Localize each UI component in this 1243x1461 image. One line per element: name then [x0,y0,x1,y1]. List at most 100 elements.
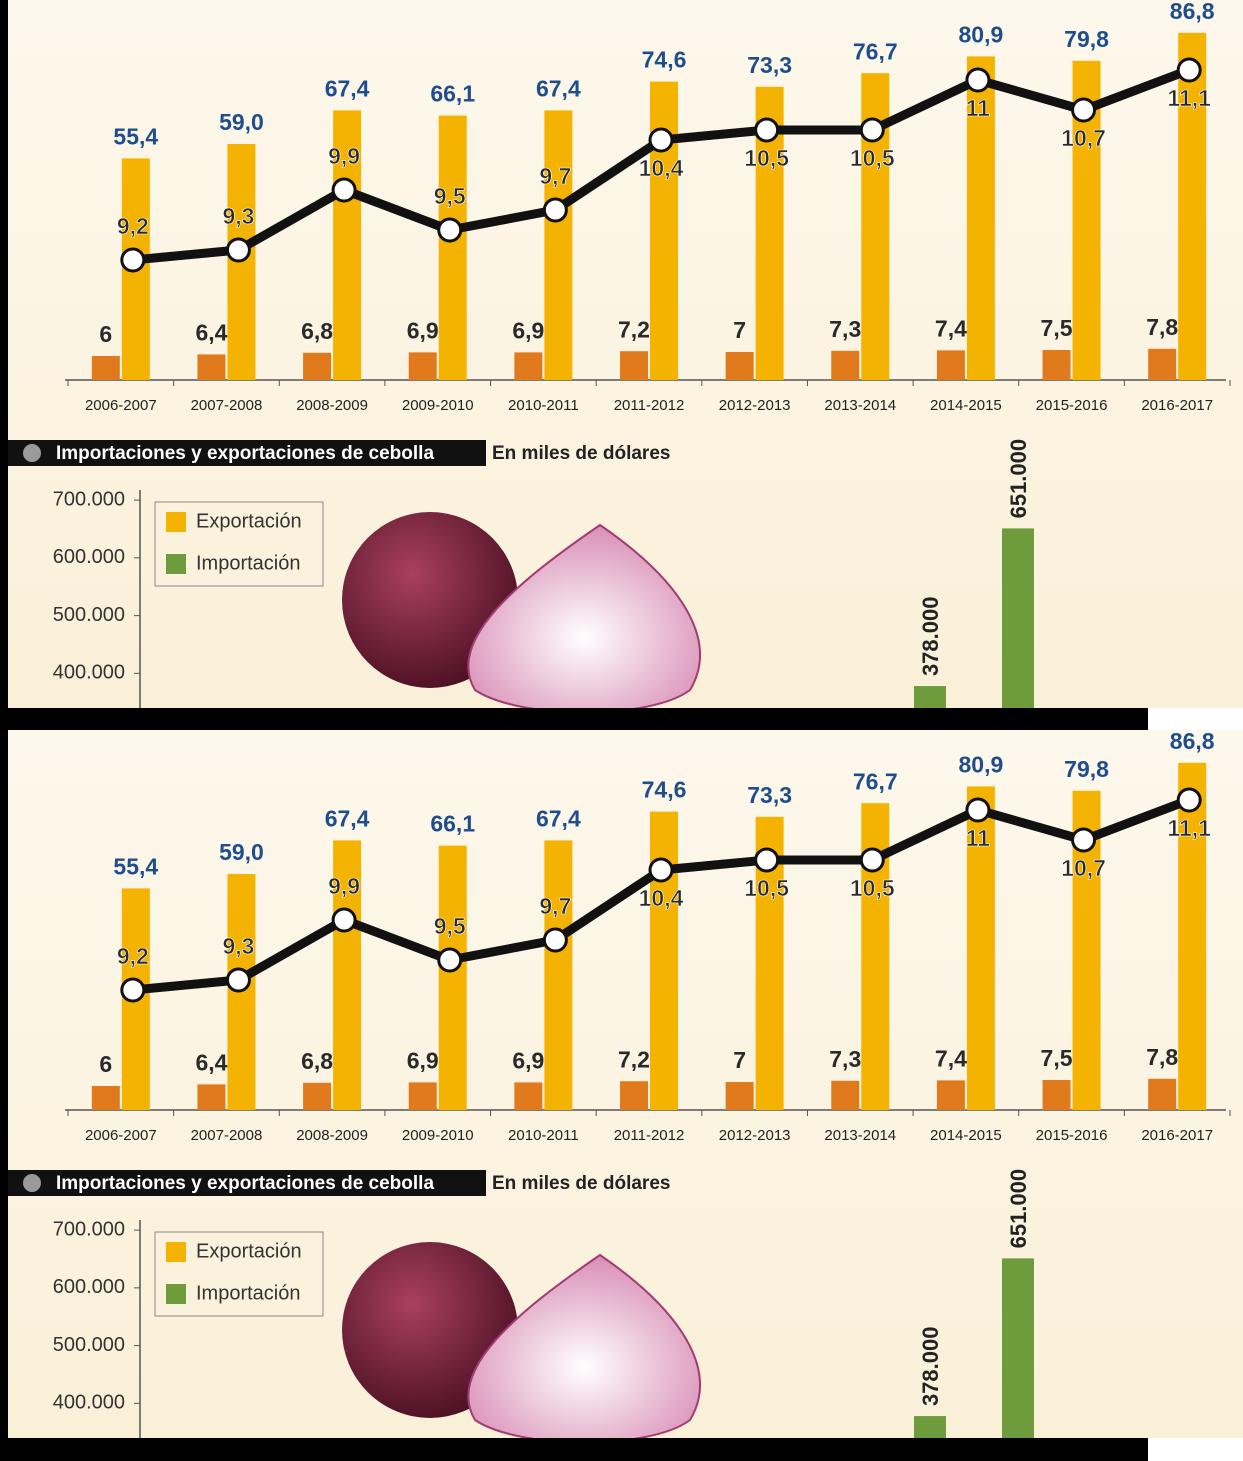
value-label: 86,8 [1170,728,1215,754]
bar [439,846,467,1110]
value-label: 7,5 [1041,1045,1073,1071]
value-label: 7,8 [1146,1044,1178,1070]
value-label: 6,4 [195,1049,227,1075]
value-label: 9,3 [222,933,254,959]
x-tick-label: 2008-2009 [296,397,368,414]
y-tick-label: 400.000 [53,662,125,684]
value-label: 7,3 [829,1046,861,1072]
left-border [0,0,8,1461]
value-label: 10,5 [744,875,789,901]
value-label: 66,1 [430,811,475,837]
value-label: 6 [99,321,112,347]
value-label: 6,9 [407,1047,439,1073]
value-label: 86,8 [1170,0,1215,24]
bar [514,352,542,380]
value-label: 7,3 [829,316,861,342]
title-dot [23,444,41,462]
bar [514,1082,542,1110]
value-label: 7 [733,317,746,343]
value-label: 67,4 [325,805,370,831]
bar [1002,1258,1034,1438]
bar [914,1416,946,1438]
value-label: 9,5 [434,183,466,209]
value-label: 10,5 [850,875,895,901]
value-label: 11,1 [1167,85,1211,111]
line-point [439,219,461,241]
value-label: 651.000 [1006,1169,1031,1249]
value-label: 10,4 [639,885,684,911]
x-tick-label: 2010-2011 [508,1127,579,1144]
line-point [967,69,989,91]
value-label: 7,2 [618,316,650,342]
value-label: 378.000 [918,597,943,677]
legend-swatch [166,554,186,574]
value-label: 10,7 [1061,125,1106,151]
bar [620,1081,648,1110]
line-point [544,199,566,221]
value-label: 79,8 [1064,26,1109,52]
line-point [1073,829,1095,851]
x-tick-label: 2016-2017 [1141,1127,1213,1144]
bar [197,1084,225,1110]
x-tick-label: 2007-2008 [191,397,263,414]
legend-swatch [166,512,186,532]
bar [831,351,859,380]
chart-title: Importaciones y exportaciones de cebolla [56,443,434,464]
value-label: 6,4 [195,319,227,345]
value-label: 10,5 [744,145,789,171]
value-label: 80,9 [959,21,1004,47]
line-point [122,249,144,271]
value-label: 59,0 [219,109,264,135]
value-label: 11,1 [1167,815,1211,841]
bar [92,1086,120,1110]
value-label: 11 [966,825,991,851]
y-tick-label: 700.000 [53,1218,125,1240]
y-tick-label: 400.000 [53,1392,125,1414]
value-label: 67,4 [536,805,581,831]
bar [831,1081,859,1110]
value-label: 76,7 [853,38,898,64]
line-point [1178,789,1200,811]
value-label: 66,1 [430,81,475,107]
y-tick-label: 500.000 [53,1334,125,1356]
value-label: 9,2 [117,943,149,969]
x-tick-label: 2006-2007 [85,1127,157,1144]
title-dot [23,1174,41,1192]
legend-label: Importación [196,1282,301,1304]
bar [937,1080,965,1110]
line-point [861,119,883,141]
bar [914,686,946,708]
value-label: 6,9 [512,317,544,343]
value-label: 10,7 [1061,855,1106,881]
bar [650,82,678,380]
bar [544,110,572,380]
x-tick-label: 2013-2014 [824,397,896,414]
value-label: 74,6 [642,47,687,73]
bar [1148,349,1176,380]
value-label: 79,8 [1064,756,1109,782]
line-point [122,979,144,1001]
line-point [650,859,672,881]
line-point [756,119,778,141]
x-tick-label: 2010-2011 [508,397,579,414]
x-tick-label: 2015-2016 [1036,1127,1108,1144]
line-point [439,949,461,971]
bar [409,1082,437,1110]
value-label: 7,8 [1146,314,1178,340]
chart-subtitle: En miles de dólares [492,1173,670,1194]
value-label: 9,2 [117,213,149,239]
chart-subtitle: En miles de dólares [492,443,670,464]
value-label: 73,3 [747,782,792,808]
x-tick-label: 2006-2007 [85,397,157,414]
y-tick-label: 500.000 [53,604,125,626]
legend-label: Exportación [196,510,302,532]
legend-swatch [166,1242,186,1262]
value-label: 378.000 [918,1327,943,1407]
value-label: 6,9 [512,1047,544,1073]
value-label: 7,5 [1041,315,1073,341]
line-point [333,179,355,201]
value-label: 9,9 [328,143,360,169]
y-tick-label: 600.000 [53,1276,125,1298]
